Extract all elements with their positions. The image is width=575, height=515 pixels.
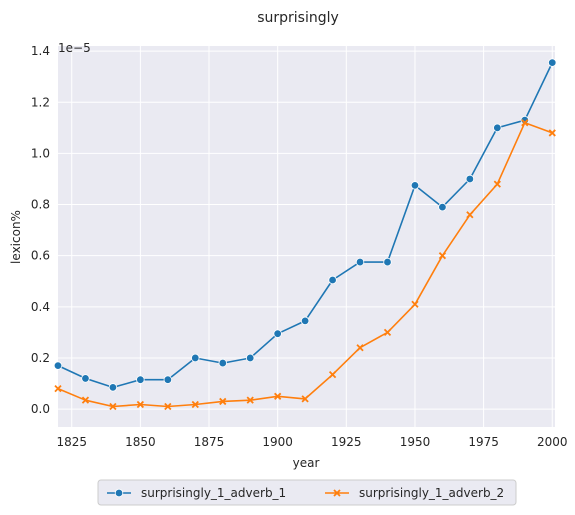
- data-point: [53, 361, 63, 370]
- data-point: [246, 396, 254, 404]
- x-tick-label: 1825: [56, 435, 87, 449]
- y-tick-label: 1.0: [31, 146, 50, 160]
- data-point: [548, 129, 556, 137]
- data-point: [246, 353, 255, 363]
- data-point: [191, 400, 199, 409]
- data-point: [466, 211, 474, 219]
- axis-ticks: 1825 1850 1875 1900 1925 1950 1975 2000 0.0 0.2 0.…: [31, 44, 568, 449]
- y-axis-label: lexicon%: [9, 210, 23, 264]
- x-tick-label: 1975: [468, 435, 499, 449]
- data-point: [54, 385, 62, 393]
- series-2: [54, 119, 556, 411]
- data-point: [301, 395, 309, 403]
- y-tick-label: 0.2: [31, 351, 50, 365]
- legend-marker: [114, 488, 124, 498]
- data-point: [328, 370, 337, 379]
- legend-label: surprisingly_1_adverb_2: [359, 486, 504, 500]
- y-tick-label: 0.8: [31, 198, 50, 212]
- y-tick-label: 1.4: [31, 44, 50, 58]
- grid-lines: [58, 46, 555, 427]
- series-1: [53, 58, 557, 392]
- data-point: [191, 353, 200, 363]
- y-tick-label: 1.2: [31, 95, 50, 109]
- x-tick-label: 1900: [262, 435, 293, 449]
- data-point: [548, 58, 557, 67]
- legend-marker: [333, 489, 341, 497]
- data-point: [219, 397, 227, 406]
- x-tick-label: 1925: [331, 435, 362, 449]
- legend: surprisingly_1_adverb_1 surprisingly_1_ad…: [97, 479, 517, 506]
- y-tick-label: 0.0: [31, 402, 50, 416]
- legend-label: surprisingly_1_adverb_1: [141, 486, 286, 500]
- data-point: [328, 275, 337, 285]
- data-point: [438, 202, 447, 212]
- x-tick-label: 1875: [194, 435, 225, 449]
- plot-area: [58, 46, 555, 427]
- data-point: [274, 392, 282, 400]
- y-multiplier-label: 1e−5: [58, 41, 91, 55]
- data-point: [383, 257, 392, 267]
- data-point: [136, 400, 145, 409]
- data-point: [300, 316, 310, 326]
- data-point: [273, 329, 282, 338]
- legend-item-1: surprisingly_1_adverb_1: [107, 486, 286, 500]
- data-point: [164, 402, 172, 411]
- legend-item-2: surprisingly_1_adverb_2: [325, 486, 504, 500]
- data-point: [410, 181, 420, 190]
- data-point: [383, 328, 392, 337]
- legend-box: [97, 479, 517, 506]
- data-point: [136, 375, 145, 384]
- data-point: [108, 383, 118, 392]
- series-layer: [53, 58, 557, 411]
- x-tick-label: 2000: [537, 435, 568, 449]
- data-point: [521, 119, 529, 127]
- data-point: [109, 402, 117, 411]
- x-tick-label: 1850: [125, 435, 156, 449]
- data-point: [355, 257, 365, 267]
- y-tick-label: 0.4: [31, 300, 50, 314]
- data-point: [163, 375, 173, 384]
- data-point: [493, 180, 501, 188]
- y-tick-label: 0.6: [31, 249, 50, 263]
- x-axis-label: year: [293, 456, 320, 470]
- data-point: [356, 344, 364, 352]
- chart-title: surprisingly: [257, 10, 339, 26]
- data-point: [411, 300, 419, 308]
- data-point: [493, 123, 502, 133]
- data-point: [81, 396, 90, 404]
- x-tick-label: 1950: [400, 435, 431, 449]
- data-point: [218, 358, 227, 368]
- data-point: [465, 174, 475, 184]
- data-point: [81, 374, 90, 383]
- data-point: [438, 252, 447, 260]
